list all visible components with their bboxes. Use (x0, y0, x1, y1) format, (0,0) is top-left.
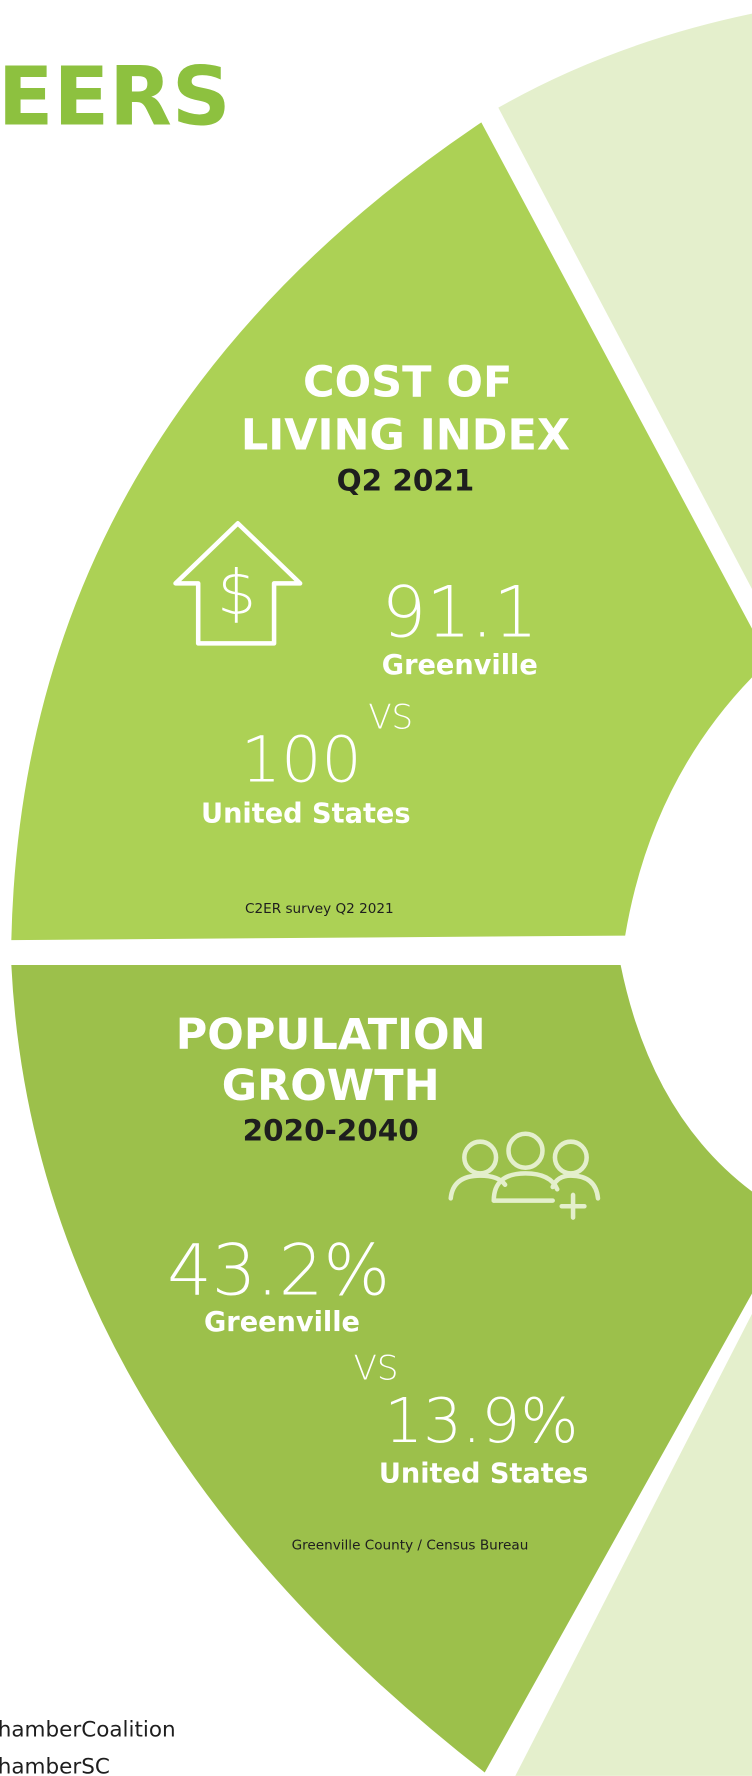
house-dollar-icon (173, 521, 303, 646)
light-wedge-bottom (515, 1313, 752, 1776)
cost-local-label: Greenville (382, 650, 538, 681)
population-local-label: Greenville (204, 1307, 360, 1338)
light-wedge-top (498, 13, 752, 590)
population-title: GROWTH (222, 1061, 440, 1111)
cost-title: COST OF (303, 357, 512, 407)
people-plus-icon (448, 1131, 601, 1220)
cost-vs: VS (368, 697, 413, 737)
cost-source: C2ER survey Q2 2021 (245, 901, 394, 917)
cost-title: LIVING INDEX (241, 411, 570, 461)
population-subtitle: 2020-2040 (243, 1114, 419, 1148)
footer-line: hamberSC (0, 1755, 110, 1776)
header-title: EERS (0, 50, 231, 145)
population-vs: VS (354, 1349, 399, 1389)
cost-national-value: 100 (241, 723, 362, 797)
dollar-sign: $ (217, 558, 256, 629)
population-title: POPULATION (176, 1010, 486, 1060)
population-national-value: 13.9% (384, 1386, 578, 1457)
population-source: Greenville County / Census Bureau (292, 1537, 529, 1553)
population-national-label: United States (379, 1459, 589, 1490)
cost-national-label: United States (201, 798, 411, 829)
cost-wedge (11, 122, 752, 941)
cost-subtitle: Q2 2021 (337, 463, 475, 497)
cost-local-value: 91.1 (382, 572, 538, 654)
population-local-value: 43.2% (167, 1230, 390, 1312)
footer-line: hamberCoalition (0, 1717, 176, 1742)
population-wedge (11, 965, 752, 1773)
